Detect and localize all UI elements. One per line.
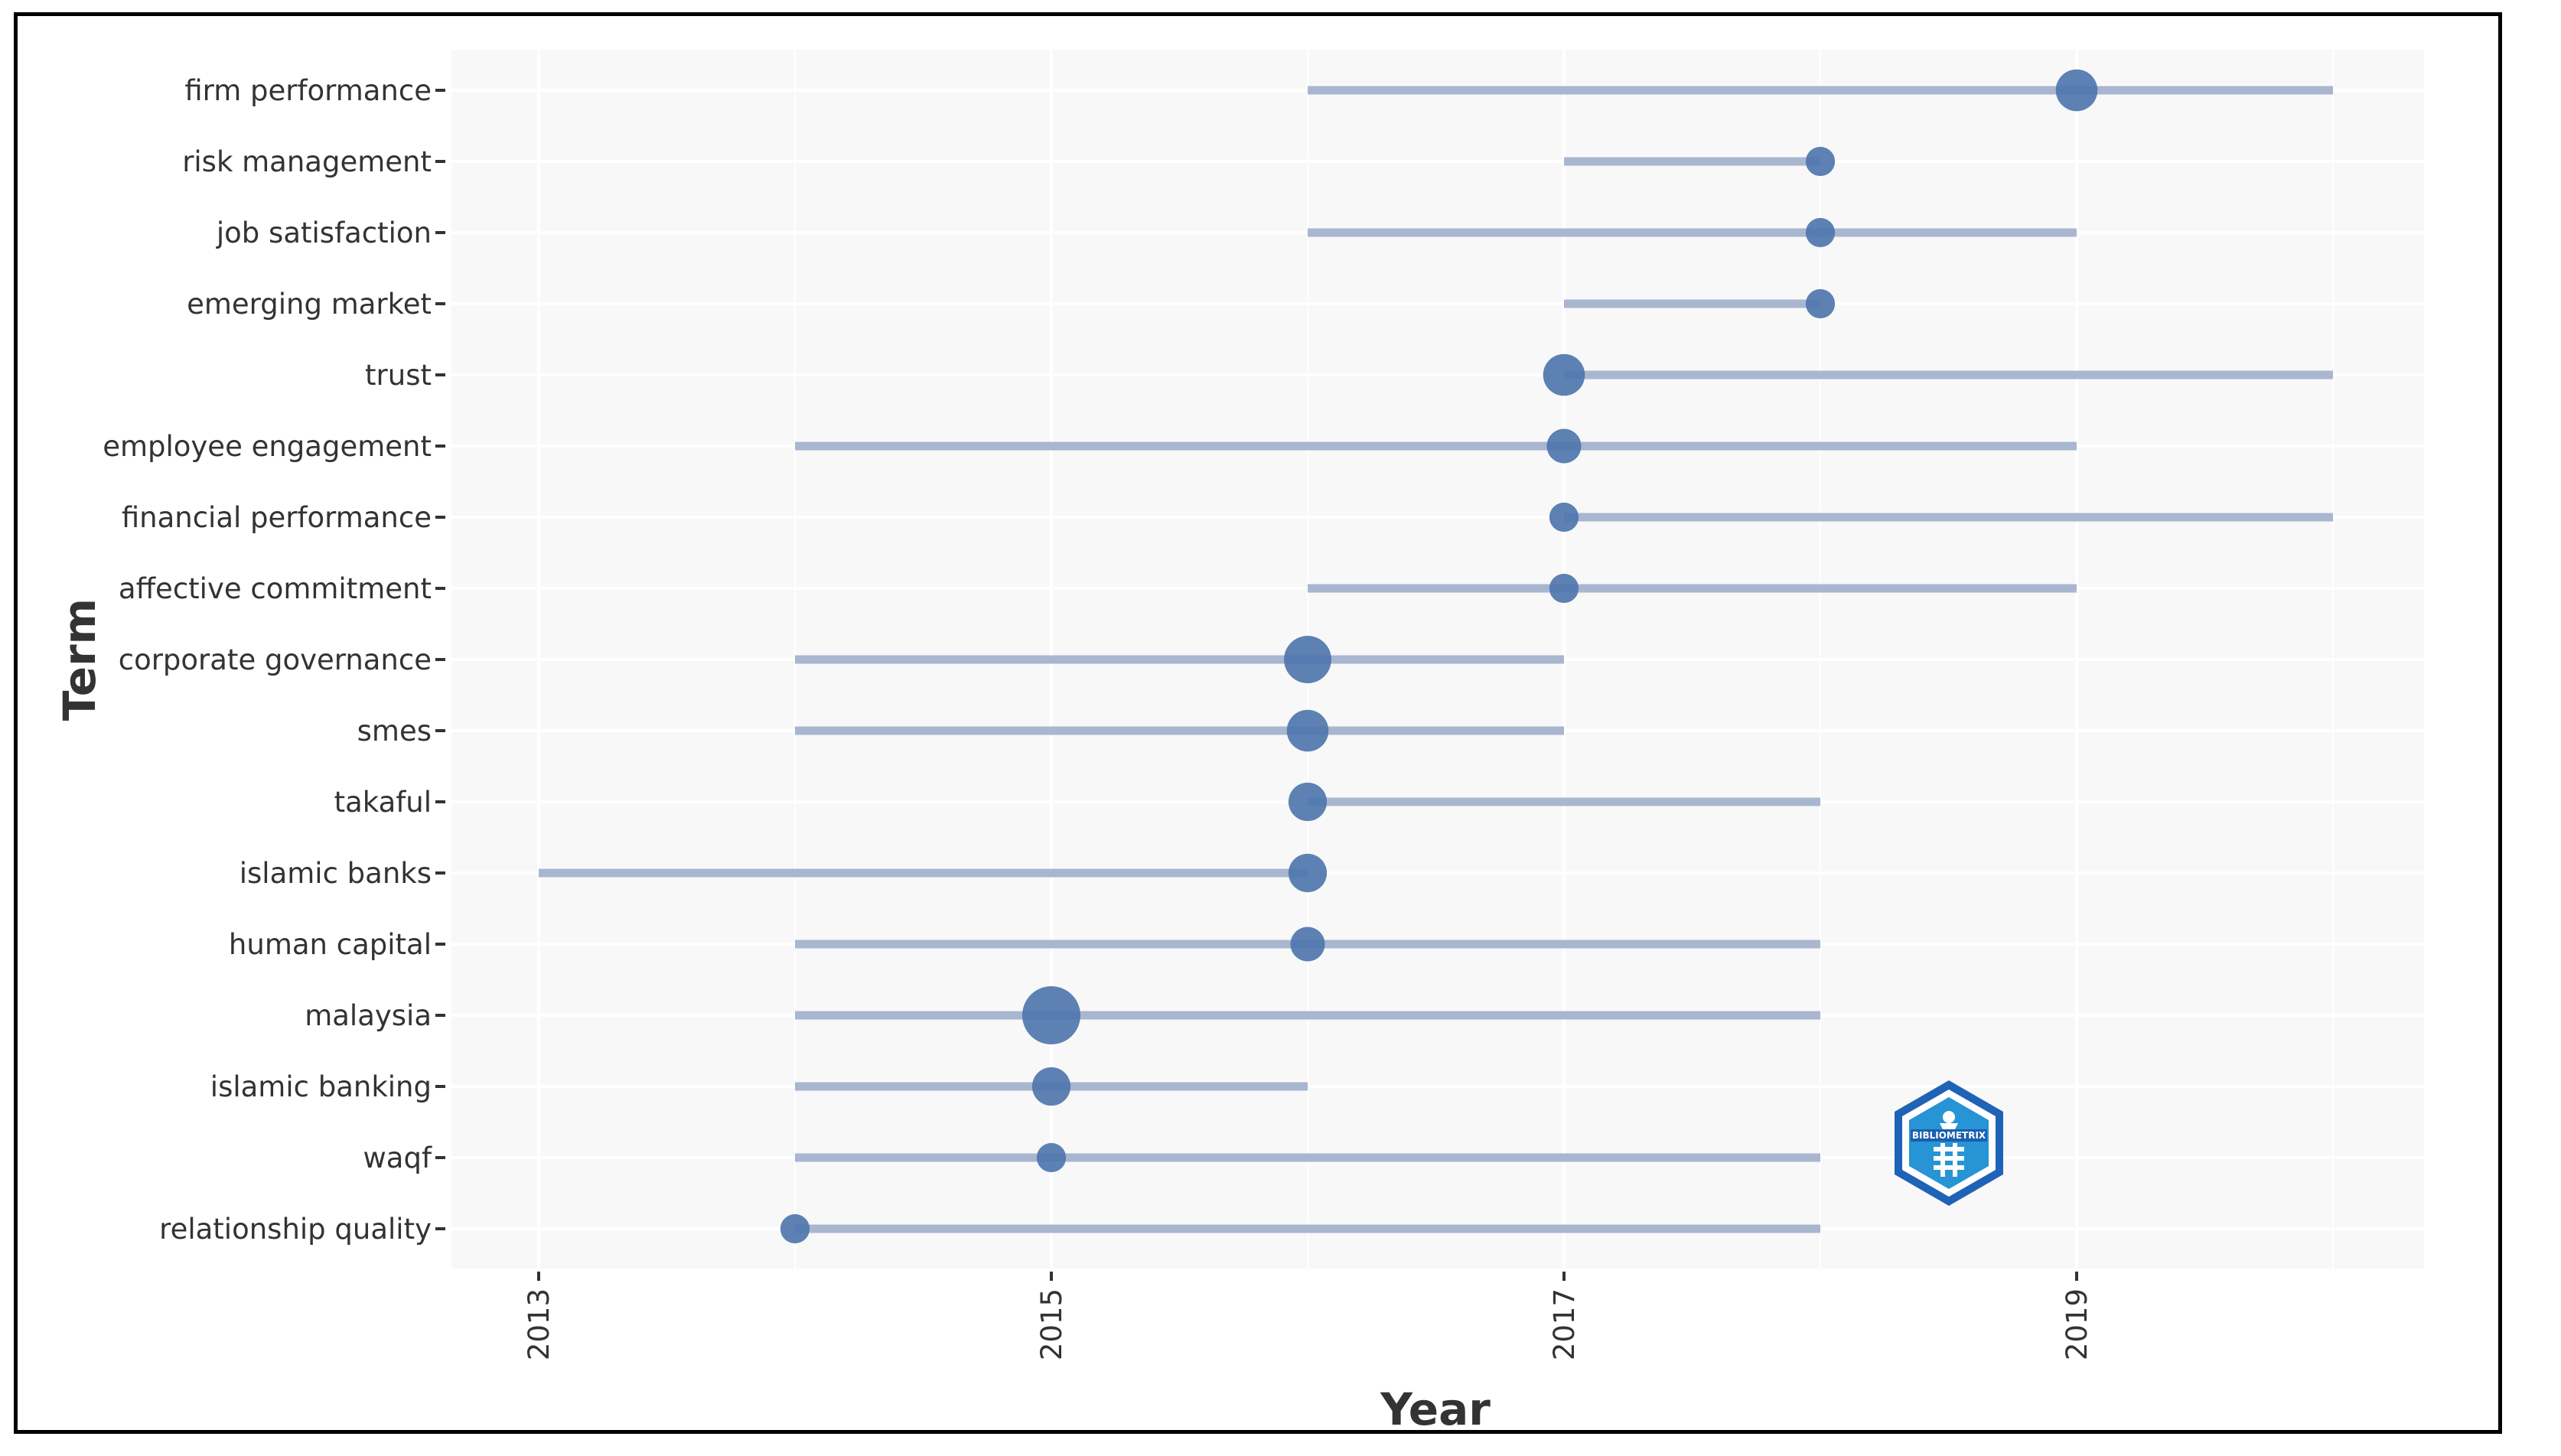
term-point (1288, 782, 1328, 822)
term-point (1805, 146, 1836, 177)
term-points (780, 69, 2098, 1244)
term-point (1549, 573, 1579, 604)
y-tick-labels: firm performance risk management job satis… (103, 74, 445, 1246)
x-tick-label: 2015 (1035, 1288, 1068, 1360)
term-point (780, 1213, 810, 1244)
term-label: smes (357, 715, 432, 748)
term-point (1290, 927, 1325, 962)
term-label: corporate governance (119, 643, 432, 676)
term-point (1546, 428, 1582, 464)
term-point (1805, 217, 1836, 248)
term-point (1288, 853, 1328, 893)
svg-text:BIBLIOMETRIX: BIBLIOMETRIX (1912, 1130, 1986, 1141)
term-label: waqf (363, 1142, 432, 1174)
term-label: affective commitment (119, 572, 432, 605)
term-label: human capital (229, 928, 432, 961)
term-label: islamic banks (239, 857, 432, 890)
term-label: islamic banking (210, 1070, 432, 1103)
term-label: malaysia (305, 999, 432, 1032)
x-tick-label: 2017 (1548, 1288, 1581, 1360)
y-axis-title: Term (54, 598, 106, 721)
term-label: employee engagement (103, 430, 432, 463)
term-point (1022, 986, 1080, 1044)
x-tick-label: 2013 (523, 1288, 556, 1360)
x-axis-title: Year (1380, 1383, 1491, 1435)
term-label: trust (365, 359, 432, 392)
term-label: firm performance (184, 74, 432, 107)
term-point (1543, 353, 1585, 396)
term-point (1286, 709, 1329, 752)
term-point (1549, 502, 1579, 533)
term-label: emerging market (187, 288, 432, 321)
bibliometrix-logo: BIBLIOMETRIX (1895, 1080, 2003, 1206)
term-label: financial performance (122, 501, 432, 534)
term-point (1031, 1067, 1071, 1106)
term-point (1805, 288, 1836, 319)
term-label: job satisfaction (216, 217, 432, 249)
term-point (1284, 636, 1331, 683)
term-label: takaful (334, 786, 432, 819)
term-point (2055, 69, 2098, 112)
term-label: risk management (182, 145, 432, 178)
x-tick-labels: 2013 2015 2017 2019 (523, 1272, 2093, 1360)
term-point (1036, 1142, 1067, 1173)
x-tick-label: 2019 (2061, 1288, 2093, 1360)
term-label: relationship quality (159, 1213, 432, 1246)
